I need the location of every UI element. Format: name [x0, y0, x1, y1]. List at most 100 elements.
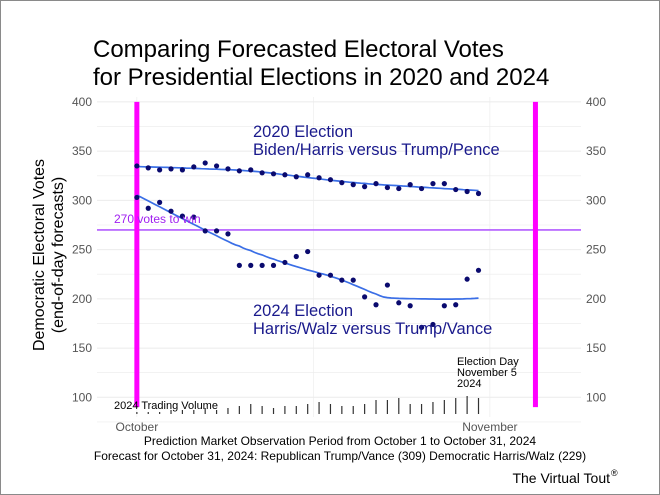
data-point: [396, 300, 402, 306]
y-tick-label-left: 300: [72, 193, 92, 207]
data-point: [282, 172, 288, 178]
data-point: [157, 199, 163, 205]
x-tick-labels: October November: [116, 420, 518, 434]
data-point: [213, 228, 220, 234]
data-point: [441, 181, 447, 187]
data-point: [202, 160, 208, 166]
data-point: [362, 184, 368, 190]
data-point: [418, 324, 425, 330]
data-point: [384, 184, 390, 191]
data-point: [225, 231, 231, 237]
data-point: [305, 248, 311, 255]
data-point: [396, 185, 402, 192]
data-point: [453, 302, 459, 308]
data-point: [270, 262, 277, 268]
plot-panel: [97, 97, 581, 417]
data-point: [418, 185, 425, 192]
y-tick-label-left: 150: [72, 341, 92, 355]
data-point: [282, 259, 288, 266]
data-point: [373, 181, 379, 187]
data-point: [248, 262, 254, 268]
data-point: [441, 303, 447, 309]
data-point: [316, 272, 322, 278]
data-point: [464, 188, 470, 195]
data-point: [475, 190, 482, 197]
data-point: [168, 208, 174, 214]
data-point: [202, 228, 208, 234]
data-point: [213, 163, 220, 169]
data-point: [339, 180, 345, 186]
y-tick-label-right: 250: [586, 243, 606, 257]
label-2024-line-2: Harris/Walz versus Trump/Vance: [253, 320, 492, 338]
data-point: [407, 182, 413, 188]
y-tick-labels: 100 100 150 150 200 200 250 250 300 300 350 350 400 4…: [72, 95, 606, 404]
y-tick-label-left: 400: [72, 95, 92, 109]
credit-mark: ®: [611, 468, 618, 478]
data-point: [293, 253, 299, 260]
data-point: [316, 175, 322, 181]
volume-bars: [136, 396, 480, 414]
y-tick-label-right: 150: [586, 341, 606, 355]
data-point: [248, 167, 254, 173]
volume-label: 2024 Trading Volume: [114, 400, 218, 412]
x-tick-label: November: [462, 420, 517, 434]
data-point: [350, 277, 356, 283]
data-point: [168, 166, 174, 172]
data-point: [453, 186, 459, 193]
y-tick-label-left: 200: [72, 292, 92, 306]
data-point: [270, 171, 277, 177]
label-2024-line-1: 2024 Election: [253, 302, 353, 320]
data-point: [327, 272, 334, 278]
y-axis-label-line-1: Democratic Electoral Votes: [31, 159, 48, 351]
data-point: [145, 205, 151, 211]
footnote: Forecast for October 31, 2024: Republica…: [94, 449, 586, 463]
y-tick-label-right: 300: [586, 193, 606, 207]
data-point: [259, 170, 265, 176]
data-point: [373, 302, 379, 308]
data-point: [362, 294, 368, 300]
x-axis-label: Prediction Market Observation Period fro…: [144, 434, 537, 448]
y-tick-label-left: 350: [72, 144, 92, 158]
data-point: [179, 167, 186, 173]
grid: [97, 97, 581, 423]
y-tick-label-left: 100: [72, 390, 92, 404]
election-day-label-line-2: November 5: [457, 367, 517, 379]
data-point: [179, 213, 186, 219]
data-point: [430, 181, 436, 187]
y-tick-label-right: 400: [586, 95, 606, 109]
data-point: [134, 194, 140, 201]
data-point: [327, 177, 334, 183]
data-point: [350, 182, 356, 188]
data-point: [134, 163, 140, 169]
data-point: [191, 164, 197, 170]
y-axis-label-line-2: (end-of-day forecasts): [50, 177, 67, 334]
y-tick-label-right: 100: [586, 390, 606, 404]
y-tick-label-right: 350: [586, 144, 606, 158]
y-tick-label-right: 200: [586, 292, 606, 306]
data-points: [134, 160, 482, 330]
data-point: [293, 174, 299, 180]
data-point: [236, 262, 242, 268]
data-point: [305, 172, 311, 178]
y-tick-label-left: 250: [72, 243, 92, 257]
data-point: [145, 165, 151, 171]
label-2020-line-2: Biden/Harris versus Trump/Pence: [253, 141, 500, 159]
election-day-label-line-1: Election Day: [457, 356, 519, 368]
data-point: [339, 277, 345, 283]
data-point: [430, 321, 436, 328]
data-point: [236, 168, 242, 174]
chart-title-line-1: Comparing Forecasted Electoral Votes: [93, 36, 504, 63]
win-line-label: 270 votes to win: [114, 212, 201, 226]
data-point: [191, 214, 197, 220]
data-point: [157, 167, 163, 173]
data-point: [464, 276, 470, 282]
election-day-label-line-3: 2024: [457, 378, 481, 390]
data-point: [225, 166, 231, 172]
smooth-line: [136, 194, 479, 300]
credit: The Virtual Tout: [512, 470, 610, 486]
vertical-markers: [134, 101, 538, 408]
data-point: [475, 267, 482, 273]
x-tick-label: October: [116, 420, 159, 434]
chart-title-line-2: for Presidential Elections in 2020 and 2…: [93, 64, 549, 91]
